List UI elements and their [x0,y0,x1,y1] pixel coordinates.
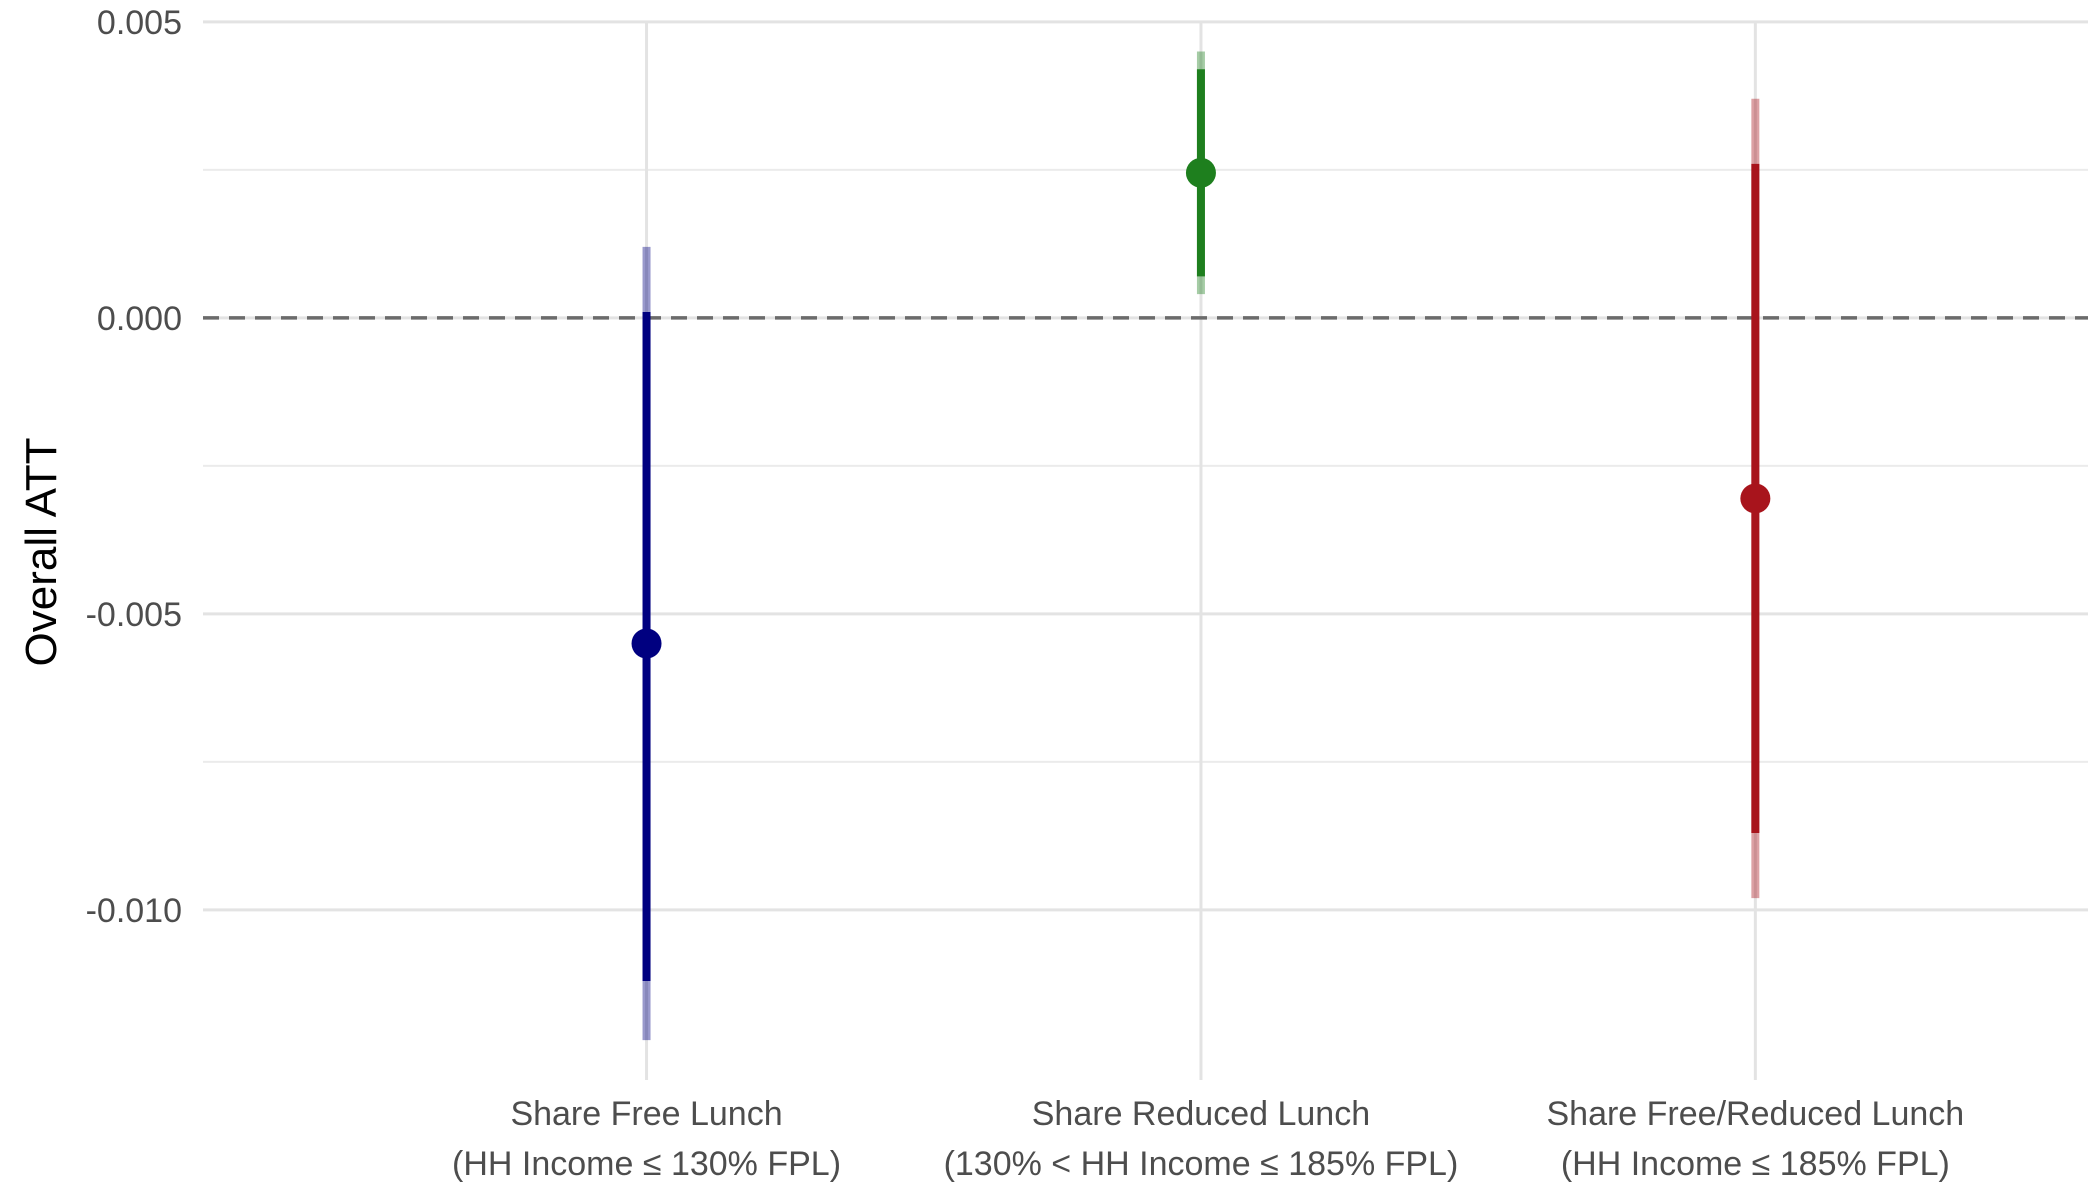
y-tick-label: -0.005 [86,596,182,634]
y-axis-title: Overall ATT [17,437,66,666]
y-tick-label: 0.000 [97,300,182,338]
point-estimate [1185,157,1216,188]
x-category-label-line2: (HH Income ≤ 185% FPL) [1561,1145,1950,1183]
x-category-label-line1: Share Reduced Lunch [1032,1095,1370,1133]
y-tick-label: -0.010 [86,892,182,930]
y-tick-label: 0.005 [97,4,182,42]
x-category-label-line1: Share Free Lunch [510,1095,782,1133]
x-category-label-line2: (HH Income ≤ 130% FPL) [452,1145,841,1183]
point-estimate [631,628,662,659]
x-category-label-line1: Share Free/Reduced Lunch [1546,1095,1964,1133]
minor-gridlines [203,168,2088,763]
x-category-label-line2: (130% < HH Income ≤ 185% FPL) [944,1145,1459,1183]
x-category-labels: Share Free Lunch (HH Income ≤ 130% FPL) Sh… [452,1095,1964,1183]
point-estimate [1740,483,1771,514]
y-tick-labels: 0.005 0.000 -0.005 -0.010 [86,4,182,930]
point-estimates [631,157,1771,659]
